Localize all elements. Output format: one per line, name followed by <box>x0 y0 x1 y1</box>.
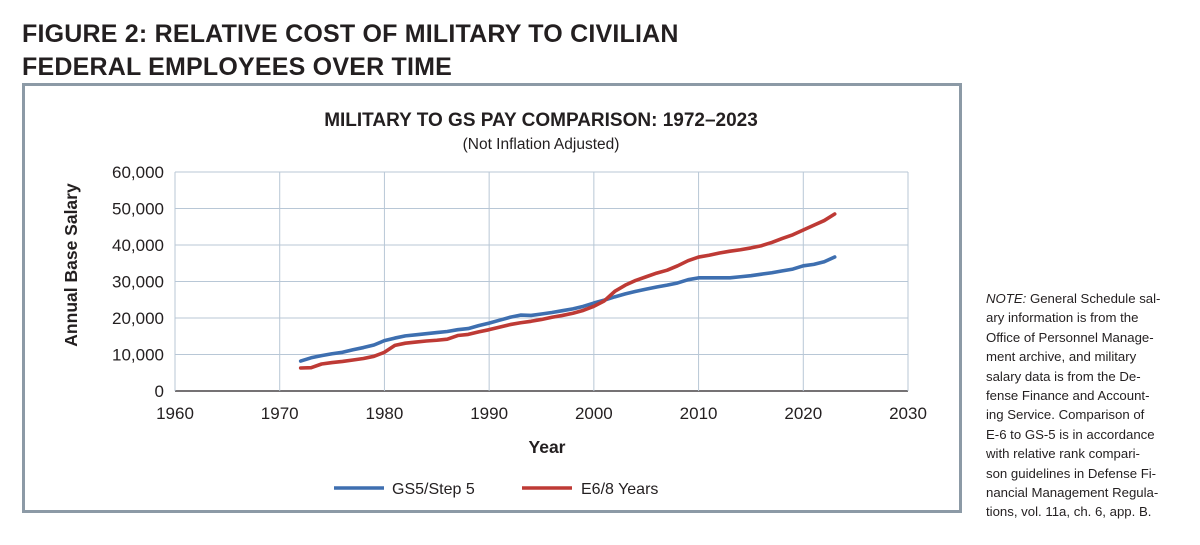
y-tick-label: 50,000 <box>112 200 164 219</box>
figure-title: FIGURE 2: RELATIVE COST OF MILITARY TO C… <box>22 18 742 84</box>
figure-title-line-1: FIGURE 2: RELATIVE COST OF MILITARY TO C… <box>22 20 679 48</box>
x-tick-label: 2000 <box>575 404 613 423</box>
x-axis-label: Year <box>529 437 566 457</box>
x-tick-label: 1960 <box>156 404 194 423</box>
note-label: NOTE: <box>986 291 1027 306</box>
x-tick-label: 1990 <box>470 404 508 423</box>
note-line-1-text: General Schedule sal- <box>1026 291 1161 306</box>
figure-title-line-2: FEDERAL EMPLOYEES OVER TIME <box>22 53 452 81</box>
note-line-1: NOTE: General Schedule sal- <box>986 289 1186 308</box>
x-tick-label: 1980 <box>366 404 404 423</box>
note-line-4: ment archive, and military <box>986 349 1137 365</box>
note-line-7: ing Service. Comparison of <box>986 407 1145 423</box>
chart-title: MILITARY TO GS PAY COMPARISON: 1972–2023 <box>324 110 758 131</box>
x-tick-label: 1970 <box>261 404 299 423</box>
y-tick-label: 30,000 <box>112 273 164 292</box>
chart-subtitle: (Not Inflation Adjusted) <box>463 136 620 153</box>
legend-label-2: E6/8 Years <box>581 481 658 498</box>
y-tick-label: 60,000 <box>112 163 164 182</box>
x-axis: 1960 1970 1980 1990 2000 2010 2020 2030 <box>156 404 927 423</box>
chart-series <box>298 212 837 370</box>
note-line-12: tions, vol. 11a, ch. 6, app. B. <box>986 504 1152 520</box>
series-line-1 <box>298 255 837 363</box>
note-line-5: salary data is from the De- <box>986 368 1141 384</box>
x-tick-label: 2010 <box>680 404 718 423</box>
y-tick-label: 40,000 <box>112 236 164 255</box>
note-line-3: Office of Personnel Manage- <box>986 329 1154 345</box>
x-tick-label: 2030 <box>889 404 927 423</box>
note-line-9: with relative rank compari- <box>986 446 1140 462</box>
note-text: NOTE: General Schedule sal- ary informat… <box>986 289 1186 522</box>
chart-frame <box>22 83 962 513</box>
x-tick-label: 2020 <box>784 404 822 423</box>
y-tick-label: 20,000 <box>112 309 164 328</box>
legend-label-1: GS5/Step 5 <box>392 481 475 498</box>
y-axis-label: Annual Base Salary <box>61 183 81 347</box>
y-tick-label: 10,000 <box>112 346 164 365</box>
note-line-10: son guidelines in Defense Fi- <box>986 465 1157 481</box>
chart-legend: GS5/Step 5 E6/8 Years <box>334 481 658 498</box>
note-line-8: E-6 to GS-5 is in accordance <box>986 426 1155 442</box>
note-line-2: ary information is from the <box>986 310 1139 326</box>
note-line-6: fense Finance and Account- <box>986 388 1150 404</box>
y-axis: 0 10,000 20,000 30,000 40,000 50,000 60,000 <box>112 163 164 401</box>
series-line-2 <box>298 212 837 370</box>
chart-grid <box>174 171 909 392</box>
note-line-11: nancial Management Regula- <box>986 485 1159 501</box>
y-tick-label: 0 <box>155 382 164 401</box>
